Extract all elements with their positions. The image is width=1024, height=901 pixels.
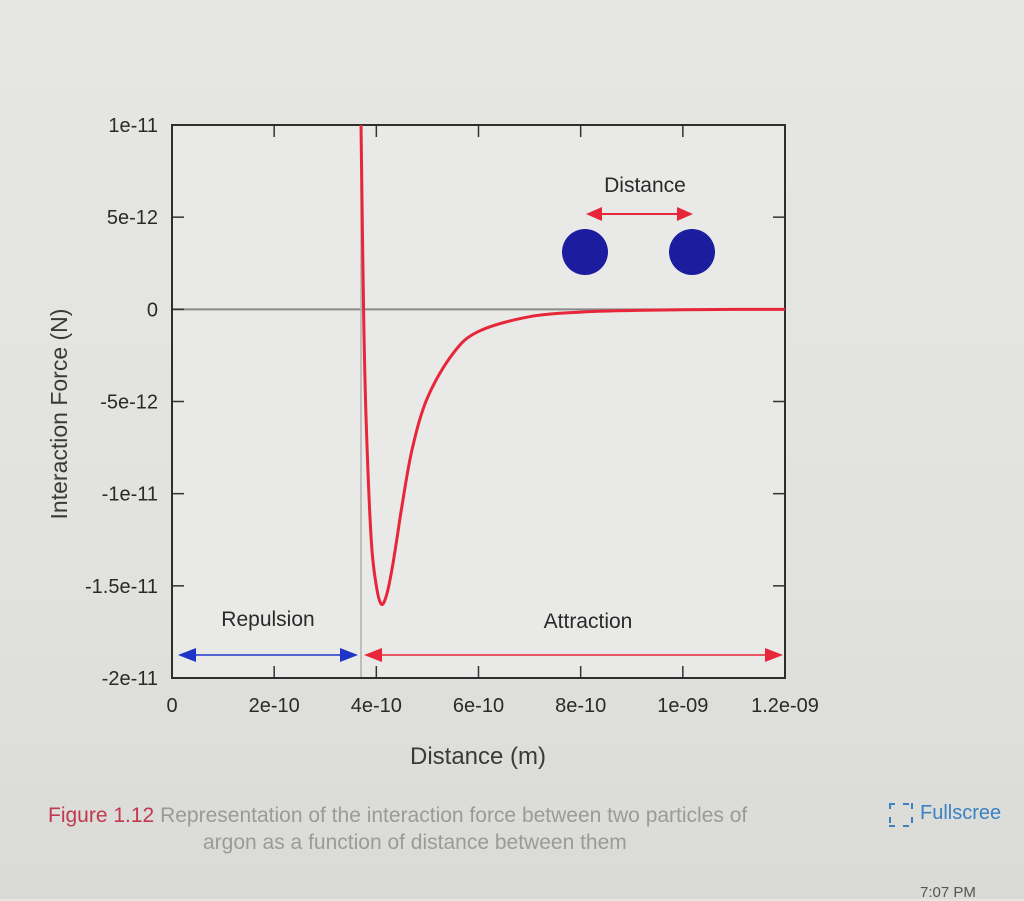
caption-line1: Representation of the interaction force …	[154, 804, 748, 827]
distance-label: Distance	[604, 174, 686, 197]
figure-label: Figure 1.12	[48, 804, 155, 827]
repulsion-arrow-head-right	[340, 648, 359, 662]
y-tick-label: -1e-11	[102, 484, 158, 506]
particle-right	[669, 229, 715, 275]
x-tick-label: 1e-09	[657, 695, 708, 717]
y-axis-title: Interaction Force (N)	[46, 309, 72, 520]
distance-arrow-head-right	[677, 207, 693, 221]
distance-arrow-head-left	[586, 207, 602, 221]
x-tick-label: 8e-10	[555, 695, 606, 717]
clock-time: 7:07 PM	[920, 884, 976, 901]
x-tick-label: 0	[166, 695, 177, 717]
caption-line2: argon as a function of distance between …	[203, 831, 627, 854]
attraction-arrow-head-right	[765, 648, 783, 662]
fullscreen-button[interactable]: Fullscree	[888, 790, 1024, 836]
figure-caption: Figure 1.12 Representation of the intera…	[48, 802, 868, 856]
y-tick-label: 1e-11	[108, 115, 158, 137]
plot-frame	[171, 124, 786, 679]
particle-left	[562, 229, 608, 275]
y-tick-label: -2e-11	[102, 668, 158, 690]
attraction-arrow-head-left	[364, 648, 383, 662]
fullscreen-icon	[888, 802, 910, 824]
x-axis-title: Distance (m)	[410, 743, 546, 770]
y-tick-label: -5e-12	[100, 392, 158, 414]
y-tick-label: -1.5e-11	[85, 576, 158, 598]
x-tick-label: 1.2e-09	[751, 695, 819, 717]
fullscreen-label: Fullscree	[920, 801, 1002, 824]
repulsion-label: Repulsion	[221, 608, 314, 631]
plot-area	[172, 125, 785, 678]
y-tick-label: 0	[147, 299, 158, 321]
x-tick-label: 6e-10	[453, 695, 504, 717]
x-tick-label: 2e-10	[249, 695, 300, 717]
y-tick-label: 5e-12	[107, 207, 158, 229]
attraction-label: Attraction	[544, 610, 633, 633]
series-line	[359, 125, 785, 607]
repulsion-arrow-head-left	[178, 648, 196, 662]
force-chart: 0 2e-10 4e-10 6e-10 8e-10 1e-09 1.2e-09 1e-11 5e…	[46, 115, 819, 770]
x-tick-label: 4e-10	[351, 695, 402, 717]
